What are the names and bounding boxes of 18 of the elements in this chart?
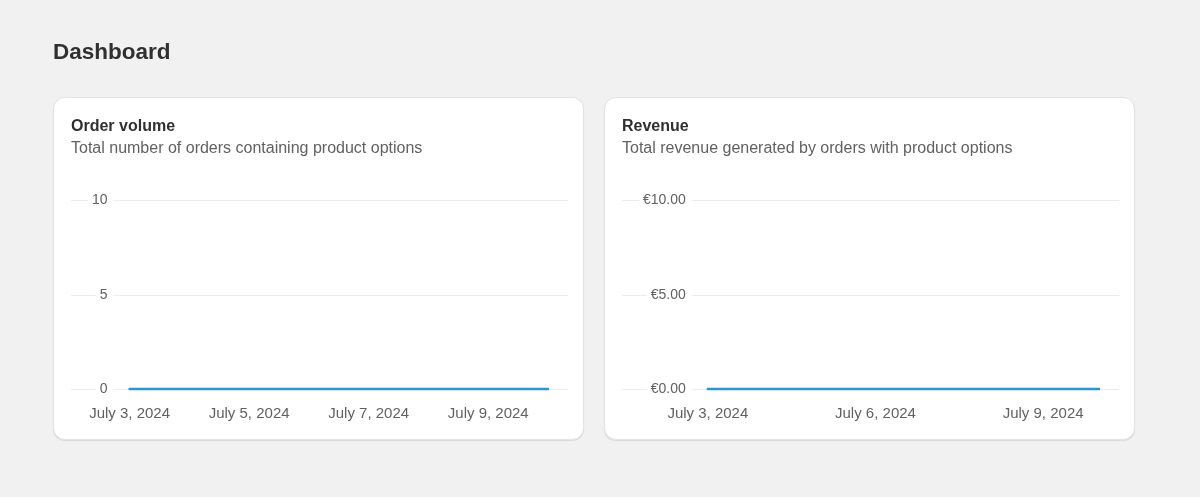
chart-subtitle: Total revenue generated by orders with product options [622,139,1013,157]
chart-title: Revenue [622,117,689,135]
x-tick-label: July 6, 2024 [835,404,916,422]
x-tick-label: July 9, 2024 [1002,404,1084,422]
y-tick-label: 0 [99,379,108,396]
y-tick-label: €10.00 [642,191,687,208]
chart-subtitle: Total number of orders containing product options [71,139,423,157]
chart-title: Order volume [71,117,176,135]
y-tick-label: €0.00 [650,379,687,396]
y-tick-label: 5 [99,285,108,302]
y-tick-label: 10 [91,191,108,208]
y-tick-label: €5.00 [650,285,687,302]
x-tick-label: July 9, 2024 [447,404,529,422]
x-tick-label: July 3, 2024 [89,404,171,422]
text: Dashboard [53,38,171,66]
x-tick-label: July 3, 2024 [667,404,749,422]
x-tick-label: July 7, 2024 [328,404,410,422]
x-tick-label: July 5, 2024 [208,404,290,422]
